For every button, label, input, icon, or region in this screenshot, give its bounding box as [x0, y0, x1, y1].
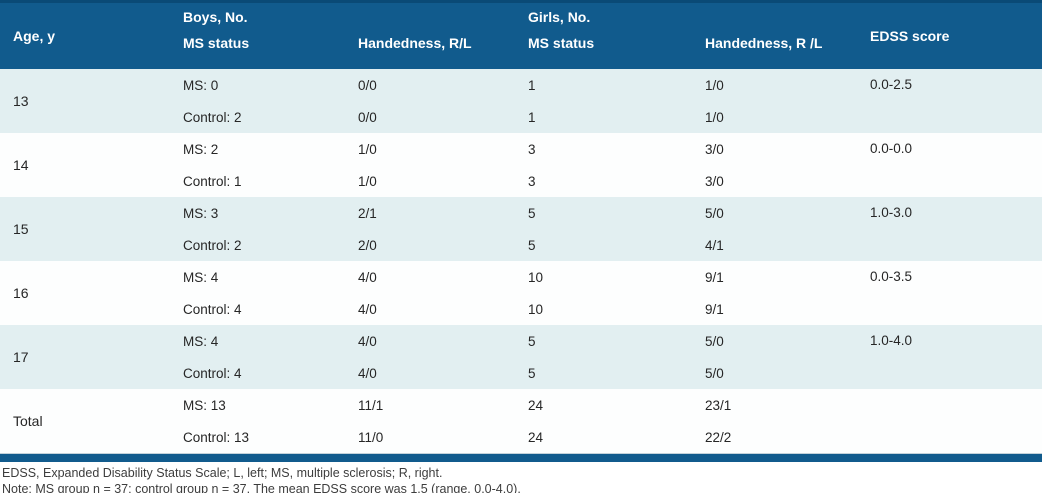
girls-ms-status-cell: 3 [515, 165, 693, 197]
boys-handedness-cell: 1/0 [345, 133, 516, 165]
boys-handedness-cell: 11/1 [345, 389, 516, 421]
boys-handedness-cell: 2/1 [345, 197, 516, 229]
boys-ms-status-cell: MS: 4 [170, 261, 345, 293]
girls-ms-status-cell: 5 [515, 357, 693, 389]
girls-handedness-cell: 9/1 [692, 293, 858, 325]
table-row-age15-ms: 15 MS: 3 2/1 5 5/0 1.0-3.0 [0, 197, 1042, 261]
age-cell: 13 [0, 69, 170, 133]
column-header-edss: EDSS score [857, 1, 1042, 69]
girls-handedness-cell: 5/0 [692, 197, 858, 229]
age-cell: 16 [0, 261, 170, 325]
girls-handedness-cell: 1/0 [692, 101, 858, 133]
girls-ms-status-cell: 10 [515, 293, 693, 325]
boys-handedness-cell: 11/0 [345, 421, 516, 453]
boys-ms-status-cell: Control: 4 [170, 293, 345, 325]
girls-ms-status-cell: 24 [515, 421, 693, 453]
age-cell: Total [0, 389, 170, 453]
boys-handedness-cell: 2/0 [345, 229, 516, 261]
boys-ms-status-cell: Control: 13 [170, 421, 345, 453]
boys-ms-status-cell: MS: 2 [170, 133, 345, 165]
edss-score-cell: 0.0-0.0 [857, 133, 1042, 197]
girls-ms-status-cell: 3 [515, 133, 693, 165]
edss-score-cell [857, 389, 1042, 453]
girls-handedness-cell: 3/0 [692, 165, 858, 197]
age-cell: 15 [0, 197, 170, 261]
column-group-girls: Girls, No. [515, 1, 858, 31]
girls-ms-status-cell: 24 [515, 389, 693, 421]
table-row-age15-control: Control: 2 2/0 5 4/1 [0, 229, 1042, 261]
boys-ms-status-cell: Control: 2 [170, 101, 345, 133]
table-bottom-rule [0, 453, 1042, 462]
girls-ms-status-cell: 5 [515, 197, 693, 229]
table-row-total-ms: Total MS: 13 11/1 24 23/1 [0, 389, 1042, 453]
girls-handedness-cell: 3/0 [692, 133, 858, 165]
table-row-age14-ms: 14 MS: 2 1/0 3 3/0 0.0-0.0 [0, 133, 1042, 197]
girls-handedness-cell: 23/1 [692, 389, 858, 421]
boys-ms-status-cell: MS: 13 [170, 389, 345, 421]
boys-handedness-cell: 0/0 [345, 69, 516, 101]
header-group-row: Age, y Boys, No. Girls, No. EDSS score [0, 1, 1042, 69]
boys-ms-status-cell: MS: 4 [170, 325, 345, 357]
boys-ms-status-cell: MS: 0 [170, 69, 345, 101]
table-row-age14-control: Control: 1 1/0 3 3/0 [0, 165, 1042, 197]
girls-handedness-cell: 5/0 [692, 325, 858, 357]
table-header: Age, y Boys, No. Girls, No. EDSS score M… [0, 1, 1042, 69]
edss-score-cell: 1.0-3.0 [857, 197, 1042, 261]
abbreviations-footnote: EDSS, Expanded Disability Status Scale; … [2, 466, 443, 480]
column-header-age: Age, y [0, 1, 170, 69]
table-row-age16-control: Control: 4 4/0 10 9/1 [0, 293, 1042, 325]
girls-ms-status-cell: 1 [515, 69, 693, 101]
boys-ms-status-cell: MS: 3 [170, 197, 345, 229]
table-row-age17-ms: 17 MS: 4 4/0 5 5/0 1.0-4.0 [0, 325, 1042, 389]
edss-score-cell: 0.0-2.5 [857, 69, 1042, 133]
girls-ms-status-cell: 5 [515, 325, 693, 357]
girls-ms-status-cell: 10 [515, 261, 693, 293]
boys-handedness-cell: 0/0 [345, 101, 516, 133]
edss-score-cell: 0.0-3.5 [857, 261, 1042, 325]
boys-ms-status-cell: Control: 4 [170, 357, 345, 389]
header-sub-row: MS status Handedness, R/L MS status Hand… [0, 31, 1042, 69]
boys-handedness-cell: 4/0 [345, 325, 516, 357]
age-cell: 17 [0, 325, 170, 389]
column-group-boys: Boys, No. [170, 1, 516, 31]
age-cell: 14 [0, 133, 170, 197]
boys-handedness-cell: 1/0 [345, 165, 516, 197]
girls-handedness-cell: 5/0 [692, 357, 858, 389]
table-row-age13-ms: 13 MS: 0 0/0 1 1/0 0.0-2.5 [0, 69, 1042, 133]
girls-handedness-cell: 4/1 [692, 229, 858, 261]
table-row-age13-control: Control: 2 0/0 1 1/0 [0, 101, 1042, 133]
girls-handedness-cell: 22/2 [692, 421, 858, 453]
note-footnote: Note: MS group n = 37; control group n =… [2, 481, 521, 493]
column-header-girls-handedness: Handedness, R /L [692, 31, 858, 69]
girls-handedness-cell: 9/1 [692, 261, 858, 293]
table-row-age16-ms: 16 MS: 4 4/0 10 9/1 0.0-3.5 [0, 261, 1042, 325]
boys-handedness-cell: 4/0 [345, 293, 516, 325]
table-row-age17-control: Control: 4 4/0 5 5/0 [0, 357, 1042, 389]
table-row-total-control: Control: 13 11/0 24 22/2 [0, 421, 1042, 453]
girls-handedness-cell: 1/0 [692, 69, 858, 101]
table-footnotes: EDSS, Expanded Disability Status Scale; … [2, 466, 1042, 493]
girls-ms-status-cell: 5 [515, 229, 693, 261]
table-body: 13 MS: 0 0/0 1 1/0 0.0-2.5 Control: 2 0/… [0, 69, 1042, 453]
column-header-boys-handedness: Handedness, R/L [345, 31, 516, 69]
girls-ms-status-cell: 1 [515, 101, 693, 133]
boys-ms-status-cell: Control: 2 [170, 229, 345, 261]
edss-score-cell: 1.0-4.0 [857, 325, 1042, 389]
column-header-boys-ms-status: MS status [170, 31, 345, 69]
boys-handedness-cell: 4/0 [345, 261, 516, 293]
column-header-girls-ms-status: MS status [515, 31, 693, 69]
boys-handedness-cell: 4/0 [345, 357, 516, 389]
ms-handedness-table: Age, y Boys, No. Girls, No. EDSS score M… [0, 1, 1042, 453]
boys-ms-status-cell: Control: 1 [170, 165, 345, 197]
